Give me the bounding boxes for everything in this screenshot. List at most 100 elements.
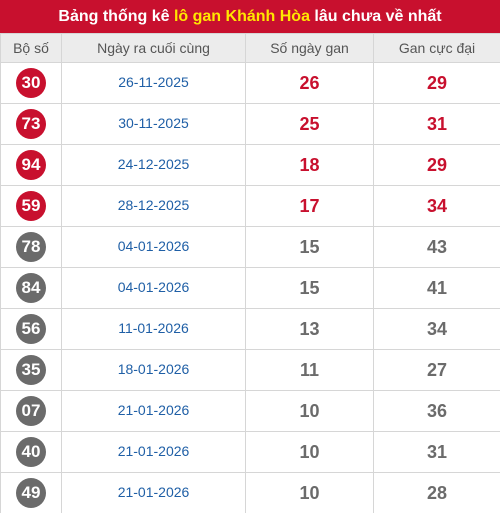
max-value: 29	[426, 154, 448, 175]
max-value: 29	[426, 72, 448, 93]
number-ball: 49	[16, 478, 46, 508]
number-cell: 49	[0, 472, 62, 513]
days-value: 10	[299, 482, 320, 503]
days-cell: 26	[245, 62, 374, 104]
days-cell: 15	[245, 267, 374, 309]
last-date-cell: 28-12-2025	[61, 185, 246, 227]
number-cell: 73	[0, 103, 62, 145]
days-cell: 11	[245, 349, 374, 391]
number-cell: 59	[0, 185, 62, 227]
last-date: 21-01-2026	[117, 484, 190, 500]
title-prefix: Bảng thống kê	[58, 8, 174, 25]
header-number: Bộ số	[0, 33, 62, 63]
days-value: 15	[299, 277, 320, 298]
max-value: 43	[426, 236, 448, 257]
days-value: 10	[299, 400, 320, 421]
number-cell: 56	[0, 308, 62, 350]
last-date: 11-01-2026	[118, 320, 189, 336]
table-row: 30 26-11-2025 26 29	[0, 62, 500, 104]
header-last-date: Ngày ra cuối cùng	[61, 33, 246, 63]
table-row: 94 24-12-2025 18 29	[0, 144, 500, 186]
number-ball: 84	[16, 273, 46, 303]
table-row: 40 21-01-2026 10 31	[0, 431, 500, 473]
max-cell: 41	[373, 267, 500, 309]
stats-table: Bộ số Ngày ra cuối cùng Số ngày gan Gan …	[0, 33, 500, 513]
last-date-cell: 04-01-2026	[61, 226, 246, 268]
days-value: 10	[299, 441, 320, 462]
max-value: 41	[426, 277, 448, 298]
title-highlight: lô gan Khánh Hòa	[173, 8, 310, 25]
header-max: Gan cực đại	[373, 33, 500, 63]
number-ball: 07	[16, 396, 46, 426]
last-date: 21-01-2026	[117, 443, 190, 459]
title-suffix: lâu chưa về nhất	[309, 8, 442, 25]
days-cell: 10	[245, 431, 374, 473]
last-date: 24-12-2025	[117, 156, 190, 172]
max-cell: 43	[373, 226, 500, 268]
max-cell: 31	[373, 431, 500, 473]
header-row: Bộ số Ngày ra cuối cùng Số ngày gan Gan …	[0, 33, 500, 63]
number-cell: 35	[0, 349, 62, 391]
max-cell: 36	[373, 390, 500, 432]
table-row: 49 21-01-2026 10 28	[0, 472, 500, 513]
days-value: 15	[299, 236, 320, 257]
days-value: 13	[299, 318, 320, 339]
table-body: 30 26-11-2025 26 29 73 30-11-2025 25 31 94 24-12-…	[0, 62, 500, 513]
number-cell: 78	[0, 226, 62, 268]
days-cell: 10	[245, 472, 374, 513]
last-date: 04-01-2026	[117, 279, 190, 295]
table-row: 07 21-01-2026 10 36	[0, 390, 500, 432]
max-value: 31	[426, 441, 448, 462]
days-cell: 13	[245, 308, 374, 350]
last-date-cell: 21-01-2026	[61, 472, 246, 513]
days-value: 18	[299, 154, 320, 175]
days-value: 11	[299, 359, 320, 380]
number-ball: 35	[16, 355, 46, 385]
max-cell: 29	[373, 62, 500, 104]
days-cell: 10	[245, 390, 374, 432]
number-ball: 56	[16, 314, 46, 344]
number-cell: 94	[0, 144, 62, 186]
number-ball: 73	[16, 109, 46, 139]
last-date: 26-11-2025	[118, 74, 189, 90]
days-value: 26	[299, 72, 320, 93]
number-ball: 59	[16, 191, 46, 221]
last-date-cell: 30-11-2025	[61, 103, 246, 145]
number-cell: 30	[0, 62, 62, 104]
last-date-cell: 04-01-2026	[61, 267, 246, 309]
max-value: 34	[426, 318, 448, 339]
number-ball: 78	[16, 232, 46, 262]
number-ball: 94	[16, 150, 46, 180]
last-date-cell: 26-11-2025	[61, 62, 246, 104]
number-cell: 40	[0, 431, 62, 473]
days-cell: 17	[245, 185, 374, 227]
days-cell: 18	[245, 144, 374, 186]
days-cell: 15	[245, 226, 374, 268]
table-row: 59 28-12-2025 17 34	[0, 185, 500, 227]
last-date-cell: 24-12-2025	[61, 144, 246, 186]
max-cell: 29	[373, 144, 500, 186]
number-ball: 30	[16, 68, 46, 98]
table-row: 73 30-11-2025 25 31	[0, 103, 500, 145]
last-date: 21-01-2026	[117, 402, 190, 418]
days-value: 17	[299, 195, 320, 216]
table-row: 78 04-01-2026 15 43	[0, 226, 500, 268]
header-days: Số ngày gan	[245, 33, 374, 63]
max-cell: 34	[373, 185, 500, 227]
last-date-cell: 21-01-2026	[61, 431, 246, 473]
max-cell: 27	[373, 349, 500, 391]
last-date-cell: 21-01-2026	[61, 390, 246, 432]
table-row: 84 04-01-2026 15 41	[0, 267, 500, 309]
max-cell: 28	[373, 472, 500, 513]
max-value: 28	[426, 482, 448, 503]
max-value: 27	[426, 359, 448, 380]
max-value: 31	[426, 113, 448, 134]
days-value: 25	[299, 113, 320, 134]
days-cell: 25	[245, 103, 374, 145]
table-title: Bảng thống kê lô gan Khánh Hòa lâu chưa …	[0, 0, 500, 33]
table-row: 35 18-01-2026 11 27	[0, 349, 500, 391]
last-date: 04-01-2026	[117, 238, 190, 254]
number-cell: 84	[0, 267, 62, 309]
last-date-cell: 11-01-2026	[61, 308, 246, 350]
